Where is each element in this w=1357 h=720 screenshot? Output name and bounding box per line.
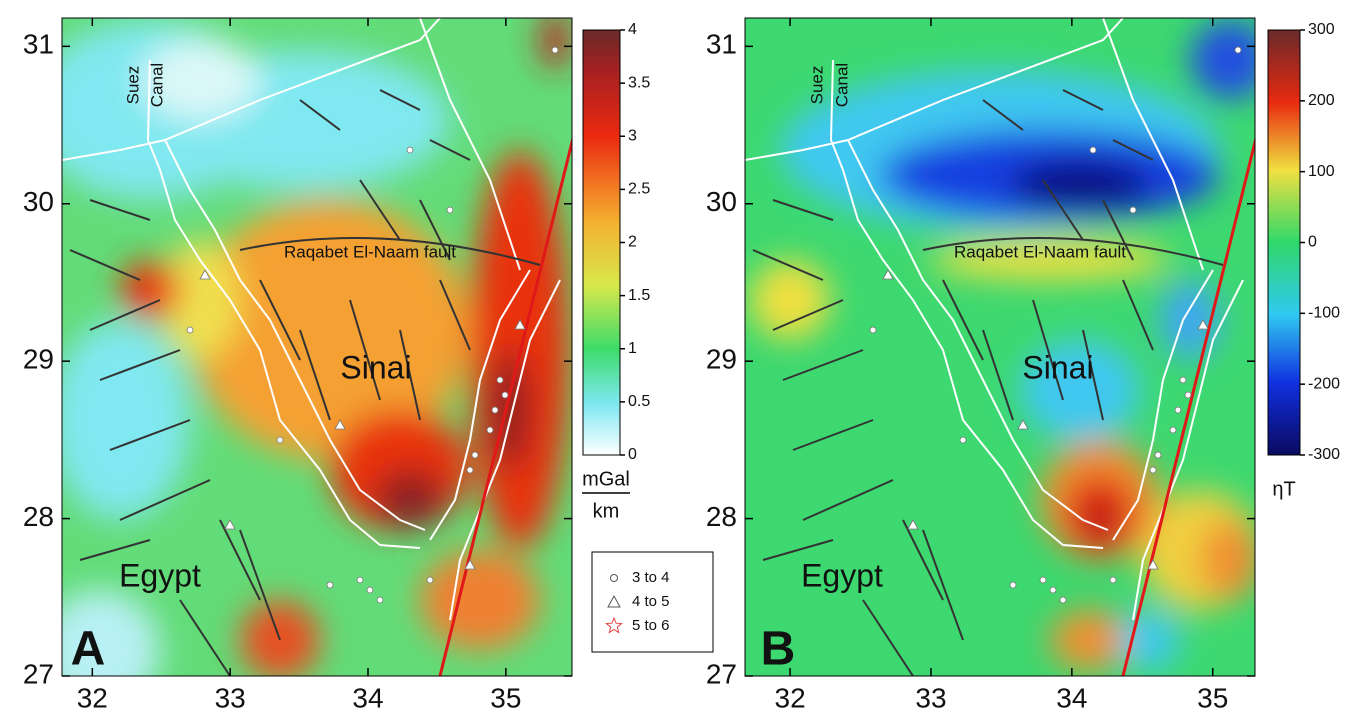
colorbar-b	[1268, 30, 1300, 455]
legend-label: 5 to 6	[632, 617, 670, 634]
colorbar-tick-label: 2.5	[628, 181, 650, 198]
map-annotation: Canal	[147, 63, 166, 107]
map-annotation: Egypt	[119, 557, 201, 593]
colorbar-tick-label: 1.5	[628, 287, 650, 304]
legend-marker	[611, 575, 618, 582]
map-annotation: Suez	[123, 66, 142, 105]
y-tick-label: 28	[706, 501, 737, 532]
map-annotation: Egypt	[801, 557, 883, 593]
colorbar-tick-label: 1	[628, 340, 637, 357]
colorbar-tick-label: 200	[1308, 92, 1335, 109]
map-annotation: Sinai	[1022, 349, 1093, 385]
y-tick-label: 29	[23, 344, 54, 375]
colorbar-tick-label: 300	[1308, 21, 1335, 38]
panel-label: B	[761, 623, 796, 676]
colorbar-tick-label: 3	[628, 127, 637, 144]
colorbar-tick-label: 3.5	[628, 74, 650, 91]
colorbar-tick-label: -300	[1308, 446, 1340, 463]
panel-label: A	[71, 623, 106, 676]
map-annotation: Raqabet El-Naam fault	[954, 242, 1126, 261]
map-annotation: Canal	[832, 63, 851, 107]
map-annotation: Raqabet El-Naam fault	[284, 242, 456, 261]
colorbar-tick-label: 4	[628, 21, 637, 38]
map-a	[30, 10, 575, 710]
y-tick-label: 29	[706, 344, 737, 375]
colorbar-tick-label: 0.5	[628, 393, 650, 410]
y-tick-label: 31	[23, 29, 54, 60]
map-annotation: Sinai	[340, 349, 411, 385]
y-tick-label: 30	[706, 186, 737, 217]
colorbar-unit-denominator: km	[593, 500, 620, 522]
x-tick-label: 34	[1056, 682, 1087, 713]
colorbar-tick-label: 2	[628, 234, 637, 251]
colorbar-tick-label: -100	[1308, 305, 1340, 322]
y-tick-label: 27	[706, 658, 737, 689]
x-tick-label: 33	[915, 682, 946, 713]
y-tick-label: 27	[23, 658, 54, 689]
y-tick-label: 30	[23, 186, 54, 217]
x-tick-label: 35	[490, 682, 521, 713]
y-tick-label: 31	[706, 29, 737, 60]
y-tick-label: 28	[23, 501, 54, 532]
colorbar-tick-label: 0	[1308, 234, 1317, 251]
colorbar-unit: ηT	[1272, 478, 1295, 500]
colorbar-tick-label: 100	[1308, 163, 1335, 180]
legend-label: 4 to 5	[632, 593, 670, 610]
legend-label: 3 to 4	[632, 569, 670, 586]
x-tick-label: 32	[77, 682, 108, 713]
colorbar-a	[583, 30, 620, 455]
x-tick-label: 35	[1197, 682, 1228, 713]
x-tick-label: 34	[352, 682, 383, 713]
map-annotation: Suez	[807, 66, 826, 105]
colorbar-tick-label: -200	[1308, 375, 1340, 392]
figure: 32 33 34 35 27 28 29 30 31 0 0.5 1 1.5 2 2.5 3 3.5 4 mGal k…	[0, 0, 1357, 720]
x-tick-label: 33	[215, 682, 246, 713]
x-tick-label: 32	[775, 682, 806, 713]
colorbar-unit: mGal	[582, 468, 630, 490]
colorbar-tick-label: 0	[628, 446, 637, 463]
